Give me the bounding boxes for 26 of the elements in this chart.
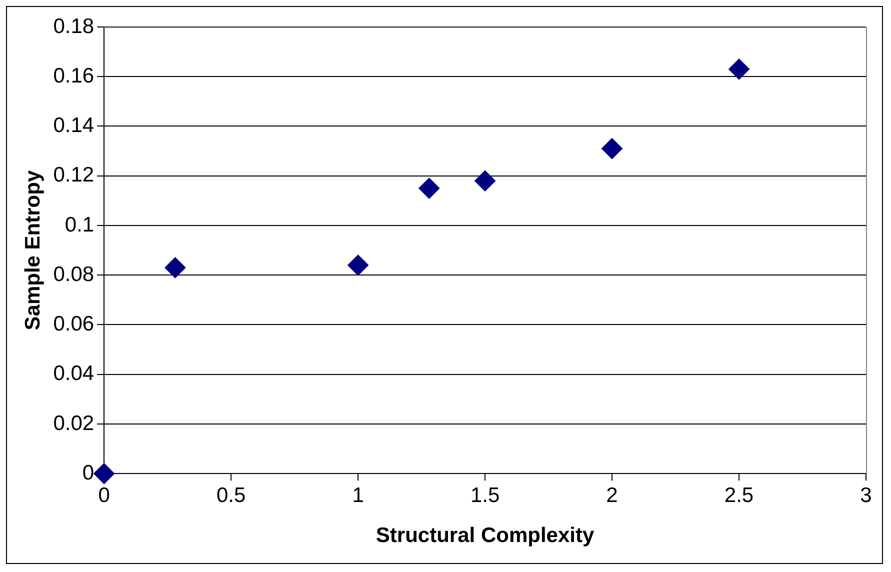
y-tick-label: 0.14 <box>53 114 94 138</box>
y-tick-label: 0.12 <box>53 164 94 187</box>
y-tick-label: 0.16 <box>53 64 94 88</box>
x-tick-label: 0.5 <box>216 484 246 507</box>
point <box>94 463 115 484</box>
y-axis-title: Sample Entropy <box>21 170 44 330</box>
y-tick-label: 0.04 <box>53 362 94 386</box>
x-tick-label: 3 <box>860 484 872 507</box>
y-tick-label: 0.18 <box>53 14 94 38</box>
y-tick-label: 0.06 <box>53 312 94 336</box>
x-tick-label: 2 <box>606 484 618 507</box>
y-tick-label: 0.02 <box>53 412 94 435</box>
point <box>348 254 369 276</box>
point <box>418 178 440 199</box>
x-tick-label: 1.5 <box>470 484 500 507</box>
x-tick-label: 2.5 <box>724 484 754 507</box>
y-tick-label: 0.1 <box>64 213 94 236</box>
y-tick-label: 0 <box>82 461 94 484</box>
point <box>728 58 750 80</box>
y-tick-label: 0.08 <box>53 262 94 286</box>
point <box>164 257 186 278</box>
point <box>602 138 623 160</box>
point <box>474 170 496 192</box>
x-tick-label: 0 <box>98 484 110 507</box>
x-axis-title: Structural Complexity <box>376 524 594 548</box>
x-tick-label: 1 <box>352 484 364 507</box>
